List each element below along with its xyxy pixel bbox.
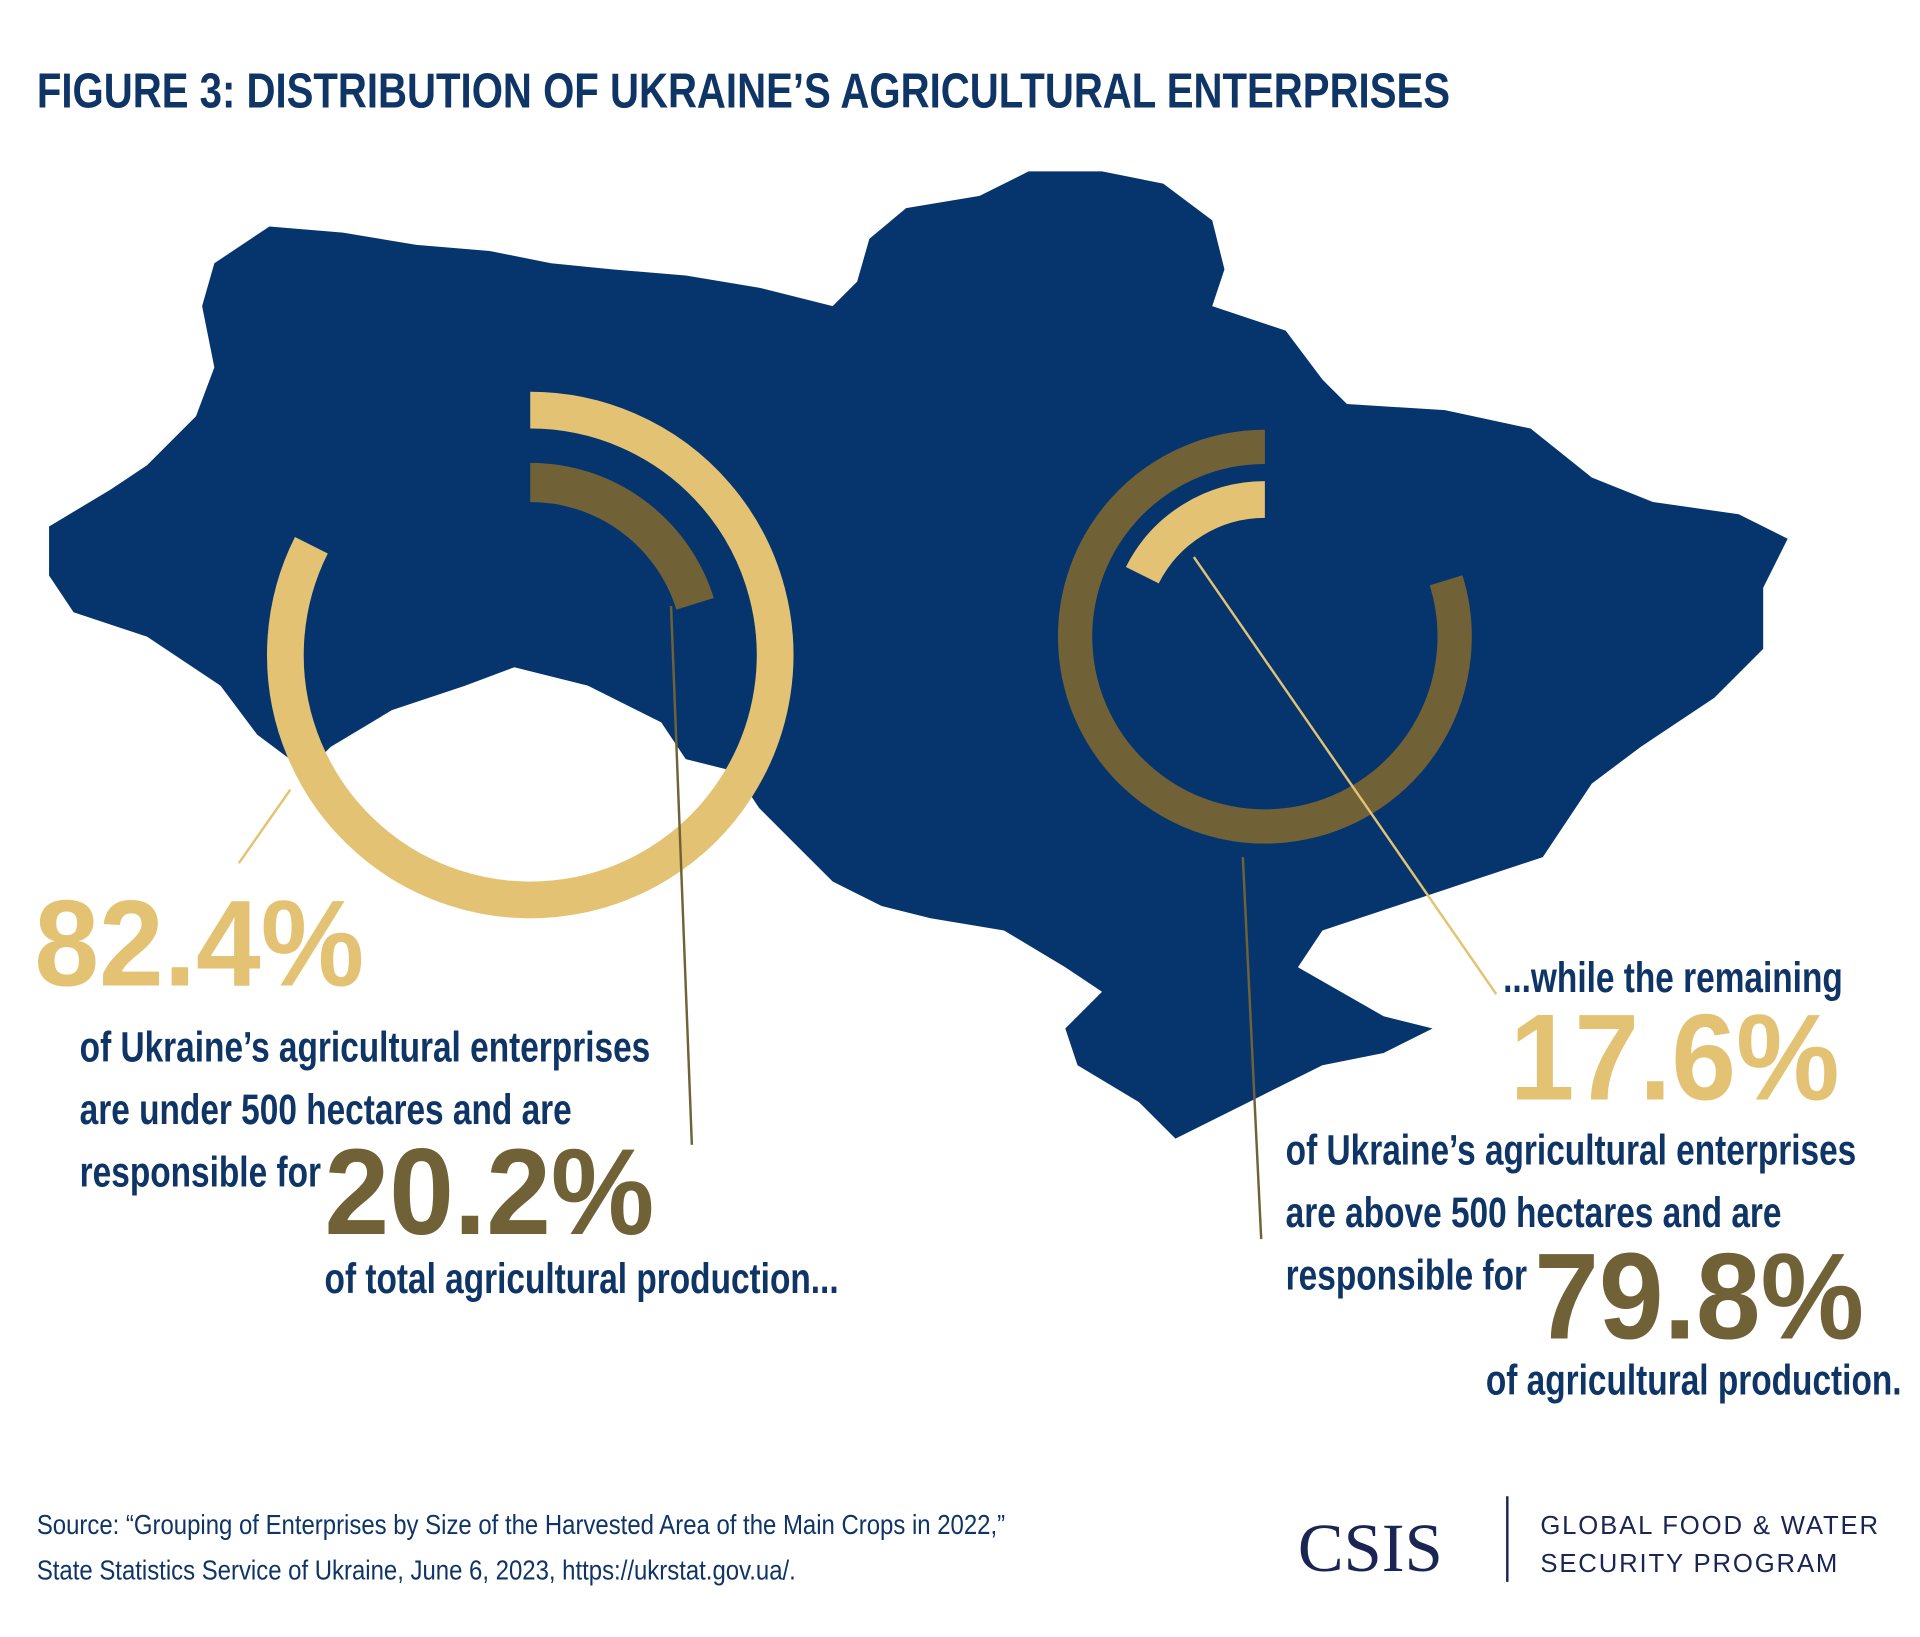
leader-line	[1192, 556, 1498, 995]
donut-layer	[237, 391, 1498, 1240]
donut-arc	[1057, 429, 1472, 844]
caption-line: of Ukraine’s agricultural enterprises	[80, 1024, 651, 1072]
caption-line: responsible for	[1286, 1251, 1527, 1299]
caption-line: are above 500 hectares and are	[1286, 1189, 1782, 1237]
figure-title: FIGURE 3: DISTRIBUTION OF UKRAINE’S AGRI…	[37, 64, 1450, 119]
leader-line	[237, 789, 292, 864]
footer: Source: “Grouping of Enterprises by Size…	[37, 1496, 1880, 1586]
donut-arc	[267, 391, 794, 919]
caption-line: responsible for	[80, 1149, 321, 1197]
caption-layer: 82.4% of Ukraine’s agricultural enterpri…	[34, 876, 1901, 1405]
logo-program: GLOBAL FOOD & WATER	[1540, 1512, 1880, 1540]
value-label: 20.2%	[325, 1124, 655, 1260]
caption-line: ...while the remaining	[1503, 954, 1843, 1002]
leader-line	[1241, 857, 1263, 1240]
text-layer: FIGURE 3: DISTRIBUTION OF UKRAINE’S AGRI…	[37, 64, 1450, 119]
caption-line: of Ukraine’s agricultural enterprises	[1286, 1126, 1857, 1174]
value-label: 82.4%	[34, 876, 364, 1012]
donut-arc	[529, 462, 714, 610]
caption-line: are under 500 hectares and are	[80, 1086, 572, 1134]
source-line: State Statistics Service of Ukraine, Jun…	[37, 1554, 796, 1586]
logo-mark: CSIS	[1298, 1510, 1443, 1586]
donut-arc	[1125, 481, 1266, 584]
source-line: Source: “Grouping of Enterprises by Size…	[37, 1508, 1005, 1540]
caption-line: of agricultural production.	[1486, 1357, 1902, 1405]
value-label: 17.6%	[1510, 990, 1840, 1126]
caption-line: of total agricultural production...	[325, 1255, 839, 1303]
leader-line	[669, 606, 694, 1145]
ukraine-map	[49, 171, 1788, 1139]
logo-program: SECURITY PROGRAM	[1540, 1550, 1839, 1578]
value-label: 79.8%	[1534, 1229, 1864, 1365]
